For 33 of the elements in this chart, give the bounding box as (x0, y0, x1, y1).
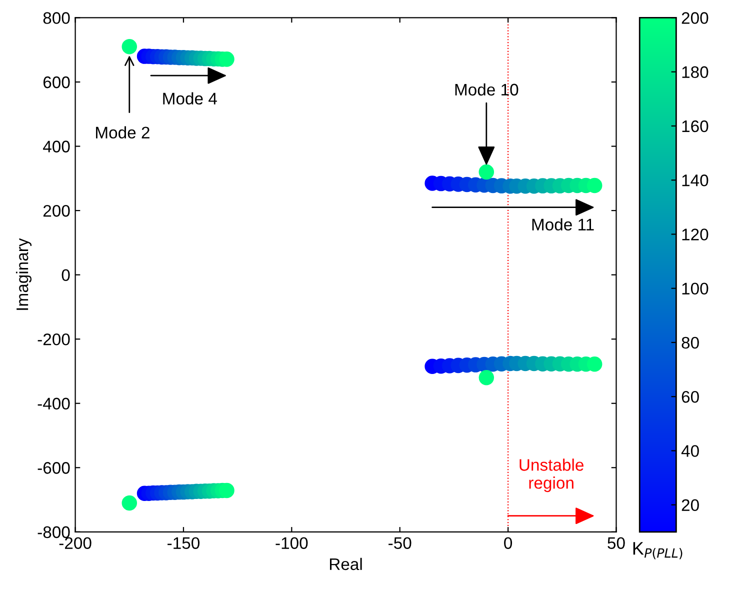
color-bar-label: 40 (681, 445, 699, 457)
annotation: Unstable region (520, 458, 584, 492)
y-tick-label: 400 (43, 140, 70, 152)
color-bar-label: 100 (682, 282, 708, 295)
color-bar-label: 200 (682, 12, 708, 24)
x-tick-label: -150 (168, 537, 200, 550)
x-tick-label: 50 (608, 537, 625, 550)
y-tick-label: 800 (43, 12, 70, 24)
y-axis-title: Imaginary (16, 238, 32, 310)
y-tick-label: -800 (38, 526, 70, 538)
color-bar-label: 180 (682, 66, 708, 78)
y-tick-label: -600 (38, 462, 70, 474)
y-tick-label: -400 (38, 398, 70, 410)
color-bar-label: 160 (682, 120, 708, 132)
annotation: Mode 11 (532, 218, 594, 230)
color-bar-title: K$_{P(PLL)}$ (633, 542, 682, 560)
y-tick-label: 200 (43, 204, 70, 217)
annotation: Mode 10 (455, 83, 518, 96)
annotation: Mode 2 (96, 126, 150, 138)
color-bar-label: 60 (682, 390, 699, 403)
annotation: Mode 4 (163, 92, 217, 105)
x-tick-label: -200 (59, 537, 92, 550)
color-bar-label: 20 (682, 499, 699, 512)
x-tick-label: 0 (504, 537, 512, 550)
y-tick-label: 600 (43, 76, 70, 88)
color-bar-label: 120 (682, 228, 708, 240)
x-tick-label: -100 (276, 537, 308, 550)
y-tick-label: 0 (62, 269, 70, 282)
x-tick-label: -50 (388, 537, 412, 550)
y-tick-label: -200 (38, 333, 70, 346)
color-bar-label: 140 (682, 174, 708, 186)
color-bar-label: 80 (682, 336, 699, 349)
x-axis-title: Real (330, 558, 362, 570)
